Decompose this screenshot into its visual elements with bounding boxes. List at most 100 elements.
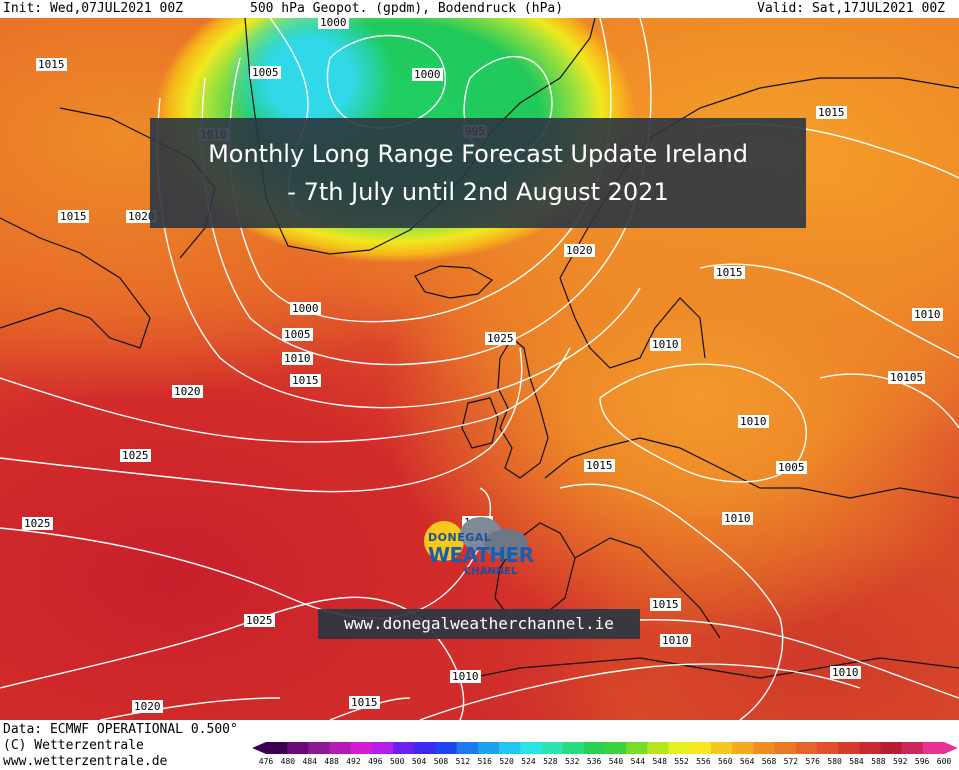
- map-footer: Data: ECMWF OPERATIONAL 0.500° (C) Wette…: [0, 720, 959, 770]
- color-scale-label: 516: [477, 757, 492, 766]
- isobar-label: 1025: [244, 614, 275, 627]
- wetterzentrale-link[interactable]: www.wetterzentrale.de: [3, 754, 168, 769]
- field-description: 500 hPa Geopot. (gpdm), Bodendruck (hPa): [250, 1, 564, 16]
- color-scale-label: 496: [368, 757, 383, 766]
- isobar-1020-bottom: [99, 697, 281, 720]
- isobar-label: 1020: [172, 385, 203, 398]
- isobar-label: 1010: [912, 308, 943, 321]
- color-scale-label: 540: [608, 757, 624, 766]
- isobar-label: 1010: [660, 634, 691, 647]
- isobar-label: 1015: [58, 210, 89, 223]
- color-scale-swatch: [287, 742, 309, 754]
- isobar-label: 1010: [650, 338, 681, 351]
- color-scale-label: 480: [280, 757, 296, 766]
- isobar-label: 1020: [564, 244, 595, 257]
- isobar-label: 1010: [722, 512, 753, 525]
- isobar-label: 1015: [650, 598, 681, 611]
- website-link[interactable]: www.donegalweatherchannel.ie: [318, 609, 640, 639]
- isobar-label: 1015: [816, 106, 847, 119]
- isobar-1015-med: [639, 619, 959, 699]
- isobar-label: 1015: [290, 374, 321, 387]
- mediterranean-north-coast: [574, 537, 721, 639]
- color-scale-swatch: [520, 742, 542, 754]
- isobar-label: 1025: [485, 332, 516, 345]
- logo-text-weather: WEATHER: [428, 543, 534, 567]
- color-scale-swatch: [605, 742, 627, 754]
- color-scale-label: 600: [936, 757, 952, 766]
- init-time: Init: Wed,07JUL2021 00Z: [3, 1, 184, 16]
- color-scale-label: 484: [302, 757, 317, 766]
- logo-text-channel: CHANNEL: [464, 566, 518, 577]
- color-scale-swatch: [477, 742, 500, 754]
- color-scale-label: 536: [586, 757, 602, 766]
- isobar-label: 1000: [290, 302, 321, 315]
- color-scale-swatch: [308, 742, 331, 754]
- color-scale-label: 508: [433, 757, 449, 766]
- color-scale-swatch: [350, 742, 373, 754]
- isobar-1015-europe: [559, 483, 784, 720]
- color-scale-label: 584: [849, 757, 864, 766]
- isobar-1020: [0, 347, 571, 443]
- isobar-1025-north: [0, 347, 523, 493]
- color-scale-swatch: [774, 742, 797, 754]
- isobar-1010-europe: [599, 363, 807, 483]
- color-scale-label: 552: [674, 757, 689, 766]
- color-scale-swatch: [647, 742, 670, 754]
- north-africa-coast: [469, 657, 959, 679]
- isobar-label: 1020: [126, 210, 157, 223]
- color-scale-label: 532: [564, 757, 580, 766]
- iberia-coast: [494, 522, 576, 619]
- color-scale-swatch: [562, 742, 585, 754]
- donegal-weather-channel-logo: DONEGAL WEATHER CHANNEL: [420, 513, 534, 595]
- color-scale-swatch: [583, 742, 606, 754]
- color-scale-label: 500: [389, 757, 405, 766]
- isobar-1025-south: [0, 487, 492, 620]
- color-scale-left-arrow: [252, 742, 266, 754]
- color-scale-swatch: [922, 742, 945, 754]
- title-line-2: - 7th July until 2nd August 2021: [287, 178, 669, 206]
- isobar-label: 1005: [776, 461, 807, 474]
- isobar-1015-scandinavia: [699, 263, 959, 359]
- color-scale-swatch: [626, 742, 648, 754]
- labrador-coast: [0, 217, 151, 349]
- color-scale-swatch: [329, 742, 352, 754]
- color-scale-swatch: [838, 742, 860, 754]
- color-scale-swatch: [456, 742, 479, 754]
- color-scale-label: 572: [783, 757, 799, 766]
- isobar-1000-center: [326, 34, 446, 129]
- sun-icon: [424, 521, 464, 561]
- isobar-1015: [156, 97, 641, 409]
- geopotential-color-scale: [252, 742, 958, 754]
- color-scale-swatch: [266, 742, 288, 754]
- europe-north-coast: [544, 437, 959, 499]
- title-line-1: Monthly Long Range Forecast Update Irela…: [208, 140, 748, 168]
- isobar-1010-east: [819, 373, 959, 429]
- color-scale-swatch: [859, 742, 881, 754]
- color-scale-swatch: [710, 742, 733, 754]
- color-scale-swatch: [541, 742, 564, 754]
- logo-text-donegal: DONEGAL: [428, 531, 492, 544]
- color-scale-label: 596: [914, 757, 930, 766]
- copyright: (C) Wetterzentrale: [3, 738, 144, 753]
- isobar-1020-south: [0, 596, 465, 720]
- isobar-label: 10105: [888, 371, 926, 384]
- color-scale-swatch: [689, 742, 712, 754]
- color-scale-swatch: [414, 742, 436, 754]
- color-scale-labels: 476 480 484 488 492 496 500 504 508 512 516 520 524 5…: [258, 757, 958, 769]
- color-scale-label: 592: [893, 757, 908, 766]
- color-scale-label: 560: [718, 757, 733, 766]
- isobar-label: 1015: [714, 266, 745, 279]
- color-scale-swatch: [816, 742, 839, 754]
- ireland-coast: [461, 397, 499, 449]
- isobar-label: 1005: [250, 66, 281, 79]
- scandinavia-south-coast: [559, 277, 706, 369]
- color-scale-label: 564: [739, 757, 755, 766]
- color-scale-right-arrow: [944, 742, 958, 754]
- isobar-label: 1025: [120, 449, 151, 462]
- color-scale-label: 528: [543, 757, 558, 766]
- color-scale-swatch: [668, 742, 691, 754]
- isobar-label: 1000: [318, 18, 349, 29]
- color-scale-label: 476: [258, 757, 274, 766]
- isobar-label: 1005: [282, 328, 313, 341]
- color-scale-swatch: [499, 742, 521, 754]
